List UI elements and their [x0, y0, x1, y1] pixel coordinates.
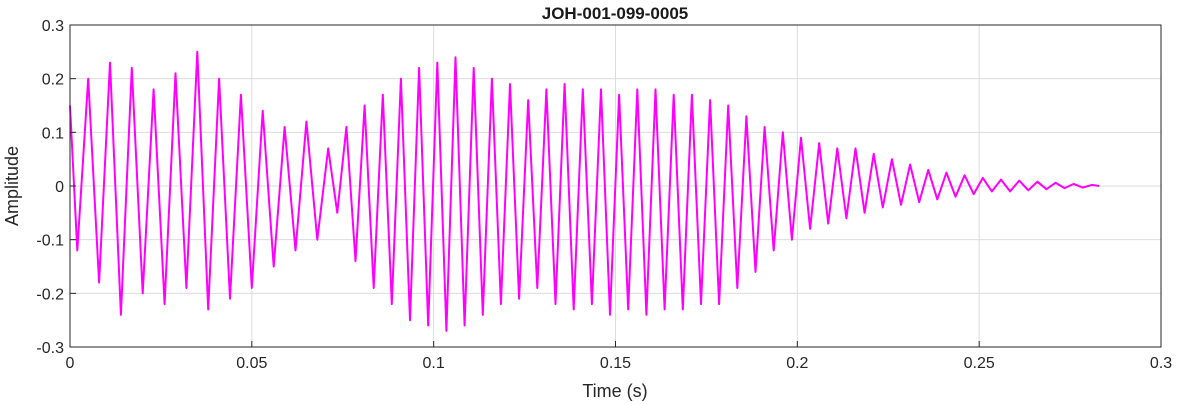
y-axis-label: Amplitude [2, 146, 22, 226]
y-tick-label: -0.1 [36, 233, 64, 250]
y-tick-label: 0 [55, 179, 64, 196]
y-axis-ticks: -0.3 -0.2 -0.1 0 0.1 0.2 0.3 [36, 18, 76, 357]
x-tick-label: 0.1 [423, 355, 445, 372]
chart-title: JOH-001-099-0005 [542, 4, 688, 23]
x-tick-label: 0 [66, 355, 75, 372]
x-tick-label: 0.3 [1150, 355, 1172, 372]
x-axis-label: Time (s) [582, 381, 647, 401]
x-tick-label: 0.15 [600, 355, 631, 372]
y-tick-label: 0.2 [42, 72, 64, 89]
x-tick-label: 0.25 [964, 355, 995, 372]
y-tick-label: 0.1 [42, 125, 64, 142]
x-tick-label: 0.05 [236, 355, 267, 372]
y-tick-label: -0.2 [36, 286, 64, 303]
x-tick-label: 0.2 [786, 355, 808, 372]
x-axis-ticks: 0 0.05 0.1 0.15 0.2 0.25 0.3 [66, 341, 1172, 372]
y-tick-label: 0.3 [42, 18, 64, 35]
y-tick-label: -0.3 [36, 340, 64, 357]
waveform-line [69, 50, 1100, 332]
series-group [69, 50, 1100, 332]
